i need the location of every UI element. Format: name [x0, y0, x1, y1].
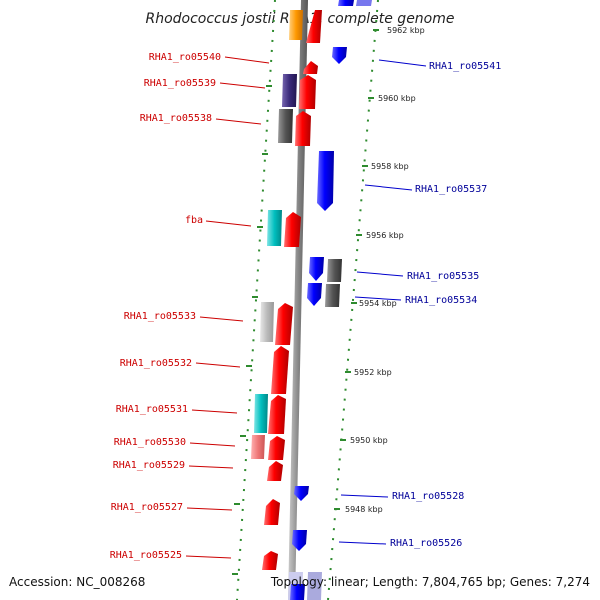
cog-box [282, 74, 297, 107]
cog-box [267, 210, 282, 246]
gene-arrow [264, 499, 280, 525]
gene-label: fba [185, 215, 203, 226]
gene-arrow [332, 47, 347, 64]
gene-arrow [299, 75, 316, 109]
dotted-track-right [327, 0, 379, 600]
gene-label: RHA1_ro05534 [405, 295, 477, 306]
genome-summary-text: Topology: linear; Length: 7,804,765 bp; … [270, 575, 590, 589]
gene-label: RHA1_ro05526 [390, 538, 462, 549]
cog-box [338, 0, 354, 6]
gene-arrow [292, 530, 307, 551]
scale-tick-label: 5956 kbp [366, 231, 404, 240]
gene-label: RHA1_ro05525 [110, 550, 182, 561]
scale-tick-label: 5960 kbp [378, 94, 416, 103]
gene-arrow [284, 212, 301, 247]
chromosome-backbone [288, 0, 308, 600]
gene-arrow [275, 303, 293, 345]
cog-box [325, 284, 340, 307]
scale-tick-label: 5950 kbp [350, 436, 388, 445]
cog-box [260, 302, 274, 342]
scale-tick-label: 5958 kbp [371, 162, 409, 171]
gene-arrow [303, 61, 318, 74]
gene-label: RHA1_ro05530 [114, 437, 186, 448]
gene-arrow [267, 461, 283, 481]
gene-label: RHA1_ro05535 [407, 271, 479, 282]
gene-arrow [294, 486, 309, 501]
gene-label: RHA1_ro05539 [144, 78, 216, 89]
gene-arrow [309, 257, 324, 281]
gene-arrow [307, 283, 322, 306]
gene-arrow [271, 346, 289, 394]
cog-box [254, 394, 268, 433]
accession-text: Accession: NC_008268 [9, 575, 145, 589]
cog-box [251, 435, 265, 459]
gene-arrow [295, 111, 311, 146]
left-gene-labels: RHA1_ro05540 RHA1_ro05539 RHA1_ro05538 f… [110, 52, 270, 561]
scale-ruler: 5962 kbp 5960 kbp 5958 kbp 5956 kbp 5954… [334, 26, 425, 514]
dotted-track-left [236, 0, 276, 600]
reverse-genes [290, 47, 347, 600]
left-track-ticks [232, 85, 272, 575]
cog-box [278, 109, 293, 143]
gene-label: RHA1_ro05541 [429, 61, 501, 72]
cog-box [356, 0, 372, 6]
gene-label: RHA1_ro05538 [140, 113, 212, 124]
gene-label: RHA1_ro05537 [415, 184, 487, 195]
scale-tick-label: 5962 kbp [387, 26, 425, 35]
gene-arrow [317, 151, 334, 211]
gene-arrow [290, 584, 305, 600]
gene-label: RHA1_ro05540 [149, 52, 221, 63]
cog-box [307, 572, 322, 600]
gene-label: RHA1_ro05533 [124, 311, 196, 322]
gene-arrow [262, 551, 278, 570]
forward-genes [262, 10, 322, 570]
cog-box [327, 259, 342, 282]
gene-label: RHA1_ro05527 [111, 502, 183, 513]
gene-label: RHA1_ro05532 [120, 358, 192, 369]
cog-boxes [251, 0, 372, 600]
right-gene-labels: RHA1_ro05541 RHA1_ro05537 RHA1_ro05535 R… [338, 59, 501, 549]
scale-tick-label: 5954 kbp [359, 299, 397, 308]
gene-arrow [268, 395, 286, 434]
scale-tick-label: 5952 kbp [354, 368, 392, 377]
cog-box [289, 10, 303, 40]
scale-tick-label: 5948 kbp [345, 505, 383, 514]
gene-label: RHA1_ro05529 [113, 460, 185, 471]
gene-arrow [306, 10, 322, 43]
gene-label: RHA1_ro05531 [116, 404, 188, 415]
gene-arrow [268, 436, 285, 460]
gene-label: RHA1_ro05528 [392, 491, 464, 502]
